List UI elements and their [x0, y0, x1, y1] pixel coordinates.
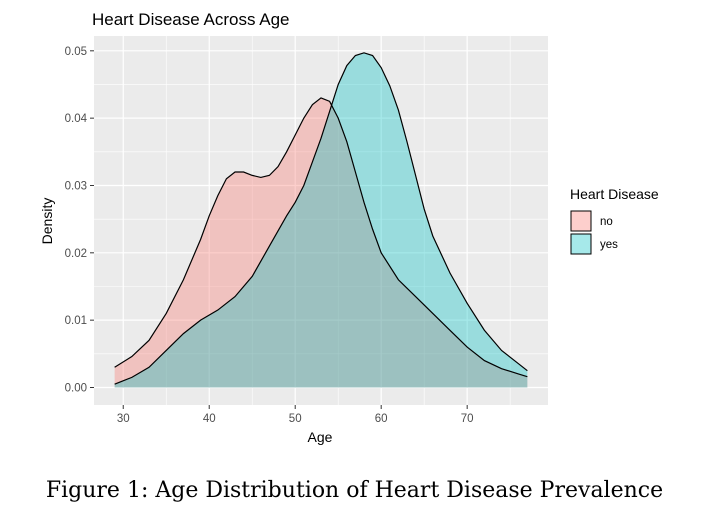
y-tick-label: 0.02 [65, 248, 87, 260]
y-tick-label: 0.05 [65, 46, 87, 58]
density-area-yes [114, 52, 528, 388]
x-axis-title: Age [308, 429, 333, 445]
x-tick-label: 70 [461, 413, 474, 425]
legend-key-yes [570, 233, 592, 255]
y-tick-label: 0.04 [65, 113, 88, 125]
minor-gridlines [94, 36, 548, 405]
legend-label-no: no [600, 216, 613, 228]
x-tick-label: 30 [117, 413, 130, 425]
figure-caption: Figure 1: Age Distribution of Heart Dise… [45, 478, 664, 503]
legend: Heart Disease no yes [570, 186, 659, 255]
legend-key-no [570, 210, 592, 232]
x-tick-label: 60 [375, 413, 388, 425]
y-tick-label: 0.03 [65, 180, 87, 192]
legend-title: Heart Disease [570, 186, 659, 202]
major-gridlines [94, 36, 548, 405]
density-line-yes [114, 52, 528, 385]
x-tick-label: 40 [203, 413, 216, 425]
y-tick-label: 0.01 [65, 315, 87, 327]
y-axis-title: Density [39, 198, 55, 245]
x-tick-label: 50 [289, 413, 302, 425]
legend-label-yes: yes [600, 239, 618, 251]
density-areas [114, 52, 528, 388]
density-area-no [114, 97, 528, 388]
density-chart: Heart Disease Across Age 30 40 50 60 70 0.00… [39, 10, 659, 445]
y-tick-label: 0.00 [65, 382, 87, 394]
y-axis: 0.00 0.01 0.02 0.03 0.04 0.05 [65, 46, 94, 394]
legend-key-background [570, 233, 592, 255]
x-axis: 30 40 50 60 70 [117, 405, 474, 425]
legend-key-background [570, 210, 592, 232]
chart-title: Heart Disease Across Age [92, 10, 289, 29]
density-line-no [114, 97, 528, 378]
